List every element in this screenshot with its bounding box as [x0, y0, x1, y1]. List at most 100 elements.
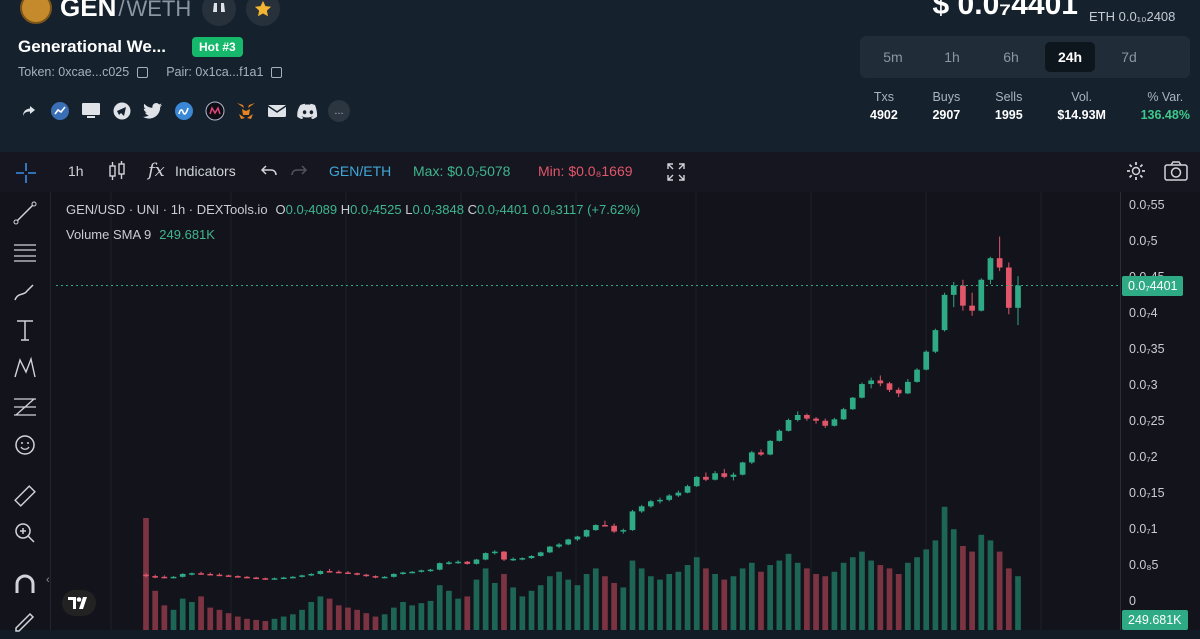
candle: [253, 576, 259, 580]
volume-bar: [996, 551, 1003, 630]
trendline-icon[interactable]: [12, 200, 38, 231]
volume-bar: [464, 596, 471, 630]
telegram-icon[interactable]: [111, 100, 133, 122]
copy-pair-icon[interactable]: [271, 66, 283, 78]
candle: [363, 573, 370, 577]
open-label: O: [275, 202, 286, 217]
volume-bar: [446, 590, 452, 630]
stat-label: Sells: [995, 90, 1023, 104]
stats-row: Txs 4902 Buys 2907 Sells 1995 Vol. $14.93M % Var…: [870, 90, 1190, 122]
candle: [528, 555, 535, 559]
price-chart[interactable]: [56, 192, 1120, 630]
hot-badge[interactable]: Hot #3: [192, 37, 243, 57]
twitter-icon[interactable]: [142, 100, 164, 122]
more-links-button[interactable]: ...: [328, 100, 350, 122]
volume-bar: [280, 616, 287, 630]
volume-bar: [436, 585, 443, 630]
timeframe-6h[interactable]: 6h: [1003, 49, 1019, 65]
volume-bar: [335, 605, 342, 630]
candle: [491, 550, 498, 555]
candle: [262, 577, 269, 580]
emoji-icon[interactable]: [12, 432, 38, 463]
chart-icon[interactable]: [49, 100, 71, 122]
candle: [776, 429, 783, 442]
copy-token-icon[interactable]: [137, 66, 149, 78]
candle: [840, 407, 847, 421]
share-icon[interactable]: [18, 100, 40, 122]
volume-bar: [675, 571, 682, 630]
volume-bar: [794, 562, 801, 630]
candle: [647, 499, 654, 508]
compare-button[interactable]: [202, 0, 236, 26]
monitor-icon[interactable]: [80, 100, 102, 122]
brush-icon[interactable]: [12, 280, 38, 311]
timeframe-24h[interactable]: 24h: [1045, 42, 1095, 72]
collapse-toolbar-icon[interactable]: ‹: [46, 574, 50, 586]
low-label: L: [405, 202, 413, 217]
indicators-icon[interactable]: fx: [148, 160, 165, 181]
candle: [932, 328, 939, 354]
volume-bar: [152, 590, 159, 630]
price-axis[interactable]: [1120, 192, 1200, 630]
metamask-icon[interactable]: [235, 100, 257, 122]
chart-toolbar: [0, 152, 1200, 192]
volume-bar: [519, 596, 526, 630]
candle: [1015, 276, 1021, 326]
timeframe-7d[interactable]: 7d: [1121, 49, 1137, 65]
candle: [556, 543, 562, 549]
candle: [941, 292, 948, 332]
candle: [446, 561, 452, 565]
candle: [996, 236, 1003, 272]
chart-pair-button[interactable]: GEN/ETH: [329, 163, 392, 179]
candle: [179, 573, 186, 578]
tradingview-logo[interactable]: [62, 590, 96, 616]
discord-icon[interactable]: [297, 100, 319, 122]
low-value: 0.0₇3848: [412, 202, 464, 217]
volume-bar: [767, 565, 774, 630]
candles-icon[interactable]: [108, 161, 126, 186]
fib-icon[interactable]: [12, 394, 38, 425]
candle: [712, 471, 718, 481]
price-tick: 0.0₇55: [1129, 198, 1165, 213]
candle: [501, 550, 507, 561]
magnet-icon[interactable]: [12, 572, 38, 603]
interval-button[interactable]: 1h: [68, 163, 84, 179]
candle: [326, 568, 333, 573]
volume-bar: [905, 562, 911, 630]
undo-icon[interactable]: [260, 162, 278, 185]
volume-bar: [547, 576, 553, 630]
crosshair-icon[interactable]: [14, 161, 38, 190]
candle: [611, 523, 617, 533]
text-tool-icon[interactable]: [12, 317, 38, 348]
indicators-button[interactable]: Indicators: [175, 163, 236, 179]
horizontal-lines-icon[interactable]: [12, 240, 38, 271]
volume-bar: [537, 585, 544, 630]
zoom-icon[interactable]: [12, 520, 38, 551]
change-value: 0.0₈3117 (+7.62%): [532, 202, 641, 217]
camera-icon[interactable]: [1163, 160, 1189, 187]
mail-icon[interactable]: [266, 100, 288, 122]
volume-bar: [244, 618, 250, 630]
redo-icon[interactable]: [290, 162, 308, 185]
coinmarketcap-icon[interactable]: [173, 100, 195, 122]
favorite-button[interactable]: [246, 0, 280, 26]
price-tick: 0.0₇25: [1129, 414, 1165, 429]
stat-2: Sells 1995: [995, 90, 1023, 122]
volume-bar: [299, 609, 305, 630]
settings-icon[interactable]: [1125, 160, 1147, 187]
timeframe-1h[interactable]: 1h: [944, 49, 960, 65]
pattern-icon[interactable]: [12, 355, 38, 386]
pencil-lock-icon[interactable]: [12, 608, 38, 639]
pair-separator: /: [118, 0, 125, 21]
timeframe-5m[interactable]: 5m: [883, 49, 903, 65]
fullscreen-icon[interactable]: [666, 162, 686, 187]
stat-3: Vol. $14.93M: [1057, 90, 1106, 122]
volume-bar: [234, 616, 241, 630]
multichain-icon[interactable]: [204, 100, 226, 122]
volume-bar: [960, 546, 966, 630]
current-price: $ 0.0₇4401: [933, 0, 1078, 22]
ruler-icon[interactable]: [12, 483, 38, 514]
candle: [455, 560, 461, 564]
candle: [152, 574, 159, 579]
volume-bar: [574, 585, 581, 630]
